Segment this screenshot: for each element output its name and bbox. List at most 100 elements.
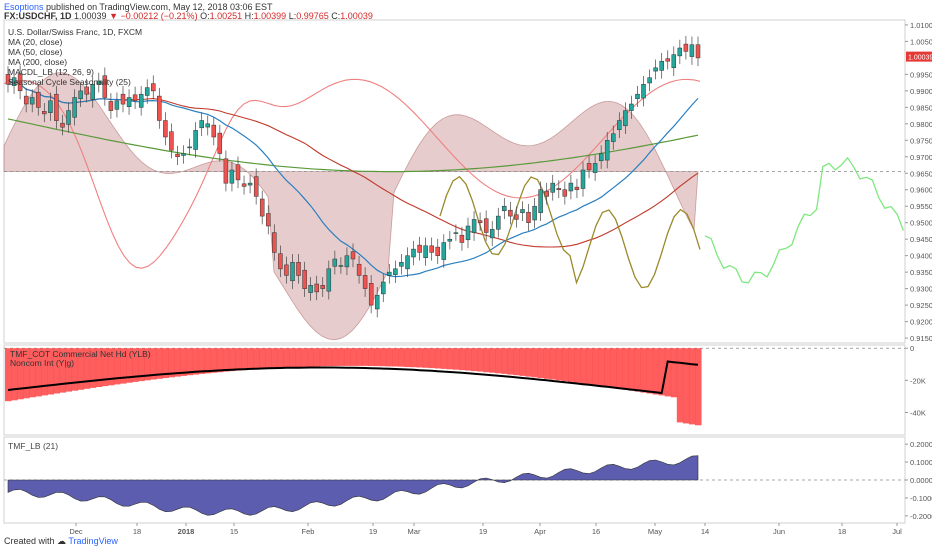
cot-bar	[65, 348, 73, 392]
cot-sublabel[interactable]: Noncom Int (Y|g)	[10, 358, 75, 368]
candle-body	[586, 163, 592, 171]
candle-body	[471, 219, 477, 233]
cot-bar	[446, 348, 454, 370]
cot-bar	[198, 348, 206, 374]
cot-bar	[289, 348, 297, 368]
open-value: 1.00251	[209, 11, 243, 21]
noncom-line	[7, 360, 699, 395]
author-link[interactable]: Esoptions	[4, 2, 44, 12]
x-tick-label: Dec	[69, 527, 83, 536]
candle-body	[393, 268, 398, 275]
cot-bar	[410, 348, 418, 368]
cot-bar	[162, 348, 169, 378]
candle-body	[411, 248, 416, 258]
footer-brand[interactable]: TradingView	[68, 536, 118, 546]
x-tick-label: 18	[838, 527, 846, 536]
tmf-label[interactable]: TMF_LB (21)	[8, 441, 59, 451]
candle-body	[550, 182, 555, 193]
x-tick-label: Feb	[302, 527, 315, 536]
candle-body	[23, 95, 29, 105]
indicator-label[interactable]: Seasonal Cycle Seasonality (25)	[8, 77, 131, 87]
cot-bar	[107, 348, 115, 386]
candle-body	[102, 75, 108, 98]
candle-body	[54, 93, 59, 121]
cot-bar	[507, 348, 514, 375]
candle-body	[574, 186, 580, 190]
cot-bar	[271, 348, 278, 369]
cot-bar	[120, 348, 127, 384]
indicator-label[interactable]: MA (50, close)	[8, 47, 63, 57]
candle-body	[326, 268, 332, 292]
cot-bar	[89, 348, 97, 388]
cot-bar	[138, 348, 145, 382]
y-tick-label: -20K	[910, 376, 926, 385]
candle-body	[417, 244, 422, 253]
candle-body	[132, 94, 138, 101]
cot-bar	[567, 348, 575, 382]
x-tick-label: 16	[592, 527, 600, 536]
last-price-tag	[906, 51, 932, 62]
candle-body	[362, 275, 368, 289]
tradingview-logo-icon: ☁	[57, 536, 67, 546]
last-price-label: 1.00039	[908, 55, 932, 62]
cot-bar	[17, 348, 24, 400]
cot-bar	[204, 348, 212, 374]
cot-bar	[519, 348, 527, 376]
indicator-label[interactable]: MA (200, close)	[8, 57, 68, 67]
candle-body	[374, 294, 380, 310]
candle-body	[604, 140, 610, 161]
x-tick-label: Jul	[892, 527, 902, 536]
cot-bar	[350, 348, 357, 366]
y-tick-label: -0.2000	[910, 512, 932, 521]
cot-label[interactable]: TMF_COT Commercial Net Hd (YLB)	[10, 349, 151, 359]
candle-body	[387, 271, 392, 276]
cot-bar	[531, 348, 539, 378]
cot-bar	[150, 348, 157, 380]
seasonality-line	[3, 78, 701, 269]
cot-bar	[616, 348, 623, 389]
x-tick-label: Apr	[534, 527, 546, 536]
cot-bar	[228, 348, 236, 372]
cot-bar	[392, 348, 399, 367]
candle-body	[247, 182, 253, 186]
publish-info: published on TradingView.com, May 12, 20…	[46, 2, 273, 12]
cot-bar	[477, 348, 484, 372]
change-value: ▼ −0.00212 (−0.21%)	[109, 11, 198, 21]
cot-bar	[646, 348, 654, 394]
candle-body	[169, 131, 174, 151]
cot-bar	[168, 348, 175, 378]
candle-body	[29, 97, 35, 105]
cot-bar	[404, 348, 412, 367]
cot-bar	[222, 348, 230, 372]
candle-body	[253, 176, 259, 197]
cot-bar	[343, 348, 351, 366]
cot-bar	[319, 348, 327, 367]
cot-bar	[398, 348, 405, 367]
cot-bar	[83, 348, 91, 389]
x-tick-label: 19	[479, 527, 487, 536]
candle-body	[617, 120, 622, 130]
candle-body	[302, 269, 307, 289]
candle-body	[175, 153, 180, 157]
cot-bar	[59, 348, 67, 393]
ohlc-line: FX:USDCHF, 1D 1.00039 ▼ −0.00212 (−0.21%…	[4, 11, 373, 21]
cot-bar	[95, 348, 103, 387]
cot-bar	[77, 348, 85, 390]
candle-body	[332, 258, 338, 267]
cot-bar	[235, 348, 242, 371]
candle-body	[60, 122, 65, 128]
cot-bar	[670, 348, 678, 398]
cot-bar	[428, 348, 436, 369]
indicator-label[interactable]: MACDL_LB (12, 26, 9)	[8, 67, 94, 77]
cot-bar	[440, 348, 448, 369]
candle-body	[205, 123, 210, 128]
cot-bar	[101, 348, 109, 387]
indicator-label[interactable]: MA (20, close)	[8, 37, 63, 47]
candle-body	[483, 218, 489, 233]
cot-bar	[458, 348, 466, 371]
y-tick-label: -40K	[910, 409, 926, 418]
indicator-label[interactable]: U.S. Dollar/Swiss Franc, 1D, FXCM	[8, 27, 143, 37]
x-tick-label: Mar	[408, 527, 421, 536]
